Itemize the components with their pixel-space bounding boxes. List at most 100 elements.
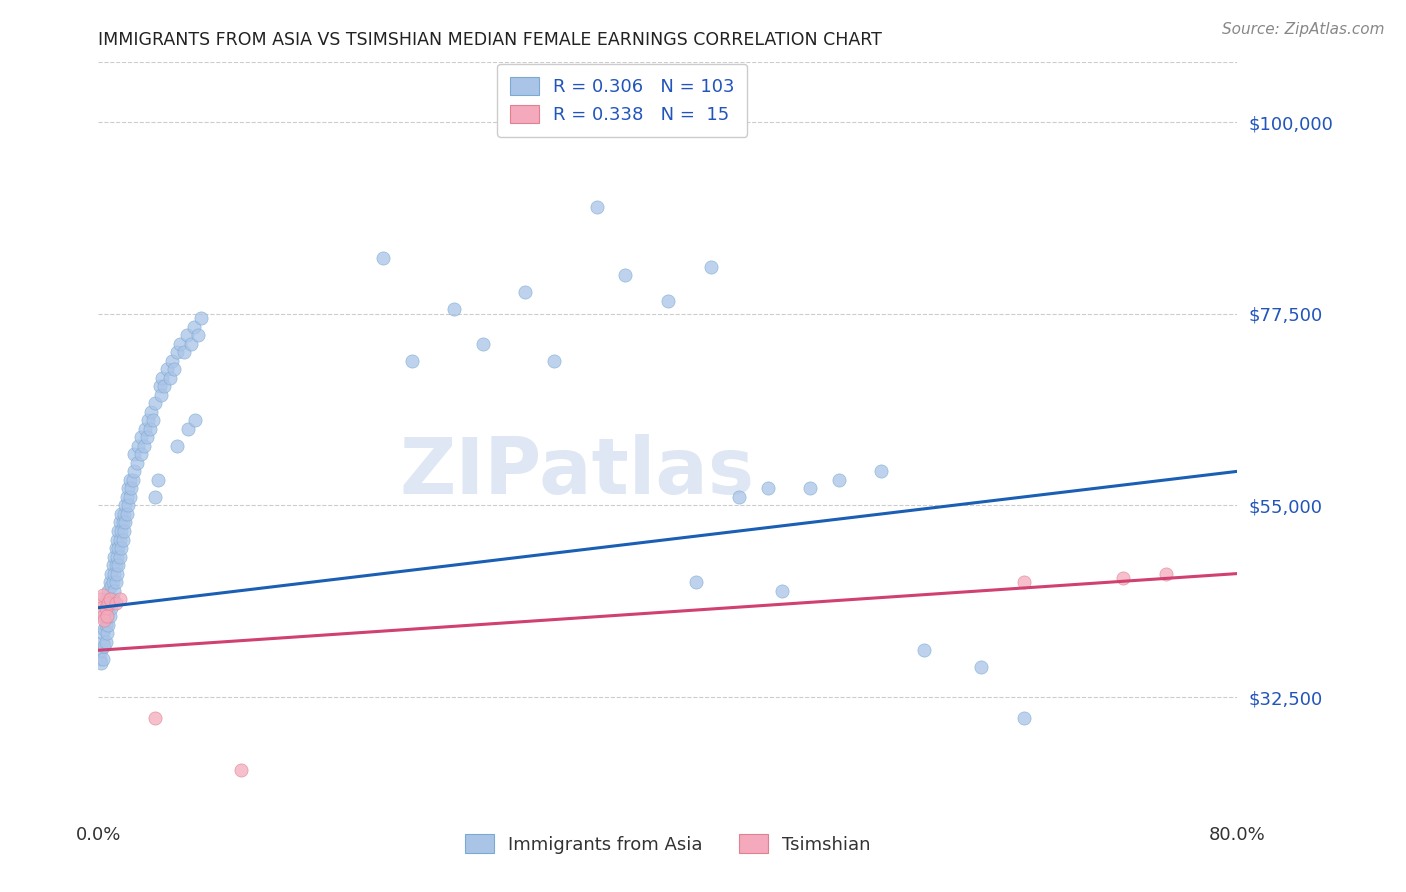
Point	[108, 516, 131, 530]
Point	[90, 656, 112, 670]
Point	[120, 482, 142, 496]
Point	[98, 592, 121, 607]
Point	[101, 575, 124, 590]
Point	[657, 293, 679, 308]
Point	[107, 541, 129, 555]
Point	[91, 652, 114, 666]
Point	[145, 396, 167, 410]
Point	[180, 336, 202, 351]
Point	[177, 422, 200, 436]
Point	[187, 328, 209, 343]
Point	[104, 558, 127, 572]
Point	[799, 482, 821, 496]
Point	[118, 473, 141, 487]
Point	[96, 609, 118, 624]
Point	[118, 490, 141, 504]
Point	[108, 533, 131, 547]
Point	[112, 507, 135, 521]
Point	[93, 614, 115, 628]
Point	[108, 592, 131, 607]
Point	[98, 575, 121, 590]
Point	[166, 439, 188, 453]
Point	[104, 541, 127, 555]
Point	[94, 617, 117, 632]
Point	[107, 524, 129, 538]
Point	[912, 643, 935, 657]
Point	[93, 639, 115, 653]
Point	[135, 430, 157, 444]
Point	[169, 336, 191, 351]
Point	[728, 490, 751, 504]
Point	[870, 464, 893, 478]
Point	[150, 387, 173, 401]
Point	[173, 345, 195, 359]
Point	[112, 524, 135, 538]
Point	[117, 499, 139, 513]
Point	[100, 600, 122, 615]
Point	[111, 533, 134, 547]
Text: IMMIGRANTS FROM ASIA VS TSIMSHIAN MEDIAN FEMALE EARNINGS CORRELATION CHART: IMMIGRANTS FROM ASIA VS TSIMSHIAN MEDIAN…	[98, 31, 883, 49]
Point	[97, 596, 120, 610]
Point	[127, 439, 149, 453]
Point	[103, 583, 125, 598]
Point	[111, 516, 134, 530]
Point	[1112, 571, 1135, 585]
Point	[110, 507, 132, 521]
Point	[96, 626, 118, 640]
Point	[229, 763, 252, 777]
Point	[105, 566, 128, 581]
Point	[156, 362, 179, 376]
Point	[162, 353, 184, 368]
Point	[115, 490, 138, 504]
Point	[108, 549, 131, 564]
Point	[91, 626, 114, 640]
Point	[97, 583, 120, 598]
Point	[121, 473, 143, 487]
Point	[90, 600, 112, 615]
Point	[97, 600, 120, 615]
Point	[114, 516, 136, 530]
Point	[105, 533, 128, 547]
Point	[100, 566, 122, 581]
Point	[373, 252, 395, 266]
Point	[149, 379, 172, 393]
Point	[1012, 575, 1035, 590]
Point	[471, 336, 494, 351]
Legend: Immigrants from Asia, Tsimshian: Immigrants from Asia, Tsimshian	[458, 827, 877, 861]
Point	[89, 652, 111, 666]
Point	[515, 285, 537, 300]
Point	[114, 499, 136, 513]
Point	[98, 592, 121, 607]
Point	[103, 549, 125, 564]
Point	[145, 490, 167, 504]
Point	[98, 609, 121, 624]
Point	[770, 583, 793, 598]
Point	[756, 482, 779, 496]
Point	[96, 609, 118, 624]
Point	[103, 566, 125, 581]
Point	[614, 268, 637, 283]
Point	[122, 464, 145, 478]
Point	[141, 413, 163, 427]
Point	[100, 579, 122, 593]
Point	[699, 260, 721, 274]
Point	[129, 447, 152, 461]
Point	[110, 541, 132, 555]
Point	[89, 592, 111, 607]
Point	[828, 473, 851, 487]
Point	[685, 575, 707, 590]
Text: Source: ZipAtlas.com: Source: ZipAtlas.com	[1222, 22, 1385, 37]
Point	[93, 622, 115, 636]
Point	[183, 319, 205, 334]
Point	[94, 600, 117, 615]
Point	[107, 558, 129, 572]
Point	[159, 370, 181, 384]
Point	[91, 634, 114, 648]
Point	[139, 405, 162, 419]
Point	[138, 422, 160, 436]
Point	[443, 302, 465, 317]
Point	[104, 575, 127, 590]
Point	[134, 422, 156, 436]
Point	[93, 609, 115, 624]
Point	[163, 362, 186, 376]
